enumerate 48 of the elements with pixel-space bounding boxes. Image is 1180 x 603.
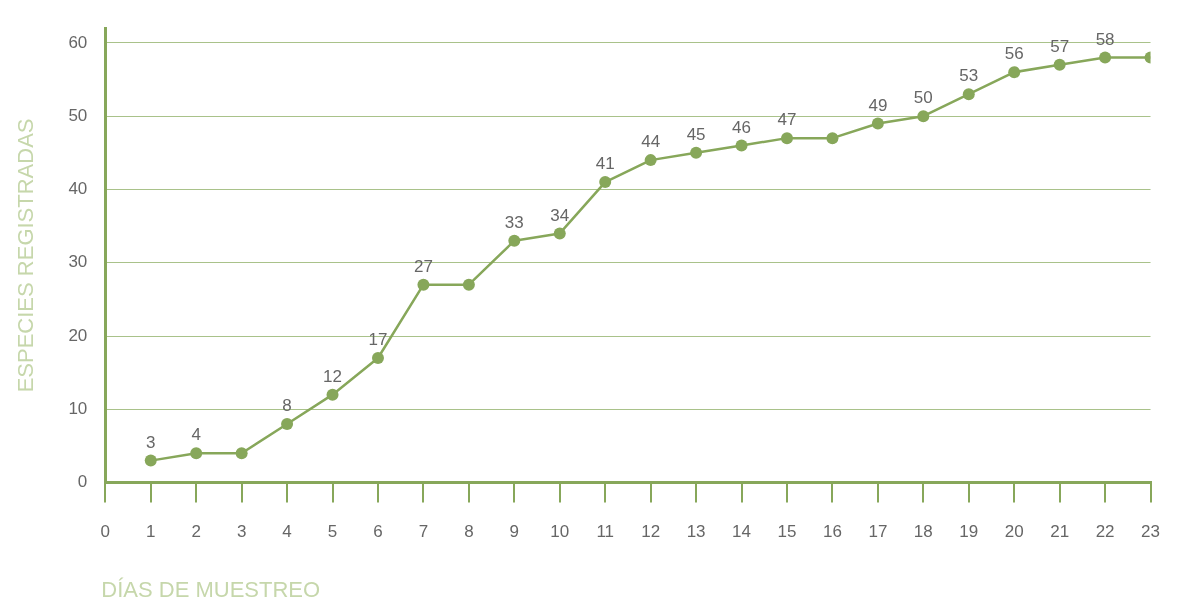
y-axis-title: ESPECIES REGISTRADAS — [13, 118, 39, 393]
data-label: 34 — [550, 205, 570, 225]
data-label: 33 — [504, 212, 524, 232]
x-tick-label: 19 — [959, 522, 979, 542]
x-tick-label: 3 — [236, 522, 247, 542]
y-tick-label: 20 — [68, 325, 88, 345]
y-tick-label: 30 — [68, 252, 88, 272]
data-label: 56 — [1004, 44, 1024, 64]
x-axis-title: DÍAS DE MUESTREO — [101, 577, 321, 603]
data-label: 27 — [413, 256, 433, 276]
x-tick-label: 20 — [1004, 522, 1024, 542]
data-label: 45 — [686, 124, 706, 144]
x-tick-label: 16 — [822, 522, 842, 542]
data-label: 4 — [191, 425, 201, 445]
y-tick-label: 10 — [68, 399, 88, 418]
x-tick-label: 23 — [1141, 522, 1161, 542]
x-tick-label: 8 — [464, 522, 474, 542]
x-tick-label: 13 — [686, 522, 706, 542]
data-label: 44 — [641, 132, 661, 152]
x-tick-label: 1 — [146, 522, 156, 542]
x-tick-label: 2 — [191, 522, 201, 542]
x-tick-label: 10 — [550, 522, 570, 542]
x-tick-label: 9 — [509, 522, 520, 542]
x-tick-label: 6 — [373, 522, 383, 542]
y-tick-label: 50 — [68, 105, 88, 125]
x-tick-label: 4 — [282, 522, 292, 542]
x-tick-label: 5 — [327, 522, 338, 542]
data-label: 50 — [913, 88, 933, 108]
data-label: 46 — [732, 117, 751, 137]
x-tick-label: 0 — [100, 522, 111, 542]
data-label: 53 — [959, 66, 979, 86]
x-tick-label: 22 — [1095, 522, 1115, 542]
data-label: 12 — [323, 366, 342, 386]
x-tick-label: 21 — [1050, 522, 1070, 542]
data-label: 49 — [868, 95, 888, 115]
y-tick-label: 60 — [68, 32, 88, 52]
y-tick-label: 0 — [77, 472, 88, 492]
data-label: 3 — [146, 432, 156, 452]
data-label: 57 — [1050, 37, 1070, 57]
x-tick-label: 11 — [596, 522, 615, 542]
x-tick-label: 15 — [777, 522, 797, 542]
x-tick-label: 17 — [868, 522, 888, 542]
data-label: 41 — [595, 154, 615, 174]
x-tick-label: 7 — [418, 522, 429, 542]
y-tick-label: 40 — [68, 179, 88, 199]
x-tick-label: 14 — [732, 522, 751, 542]
x-tick-label: 12 — [641, 522, 661, 542]
x-tick-label: 18 — [913, 522, 933, 542]
